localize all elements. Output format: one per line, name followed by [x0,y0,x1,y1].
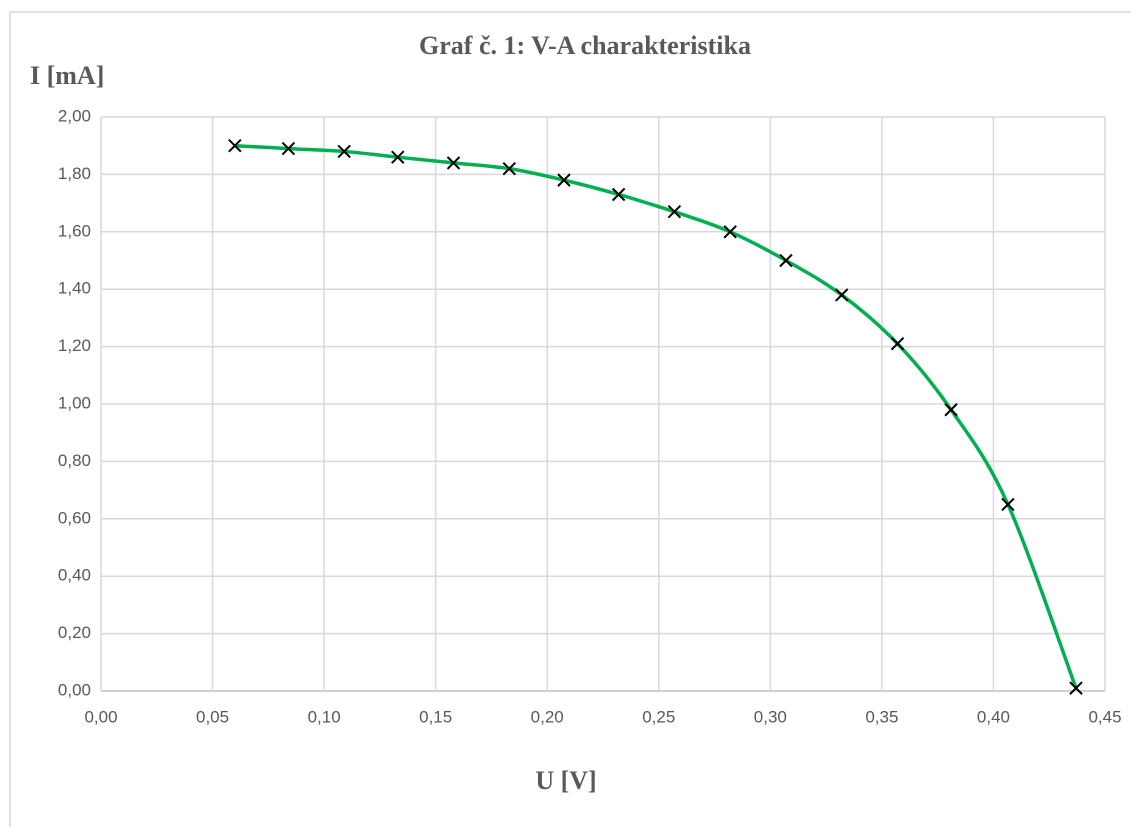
y-tick-label: 1,20 [58,336,91,355]
y-tick-label: 1,40 [58,279,91,298]
marker [944,403,958,417]
x-tick-label: 0,35 [865,707,898,726]
y-tick-label: 0,60 [58,508,91,527]
chart-border [9,11,1131,827]
marker [391,150,405,164]
chart-title: Graf č. 1: V-A charakteristika [419,31,751,60]
y-tick-label: 0,20 [58,623,91,642]
x-tick-label: 0,25 [642,707,675,726]
y-tick-label: 0,80 [58,451,91,470]
marker [446,156,461,170]
marker [890,337,905,351]
y-tick-label: 0,40 [58,566,91,585]
x-tick-label: 0,30 [754,707,787,726]
x-tick-label: 0,20 [531,707,564,726]
marker [667,205,682,219]
x-tick-label: 0,05 [196,707,229,726]
marker [502,161,517,176]
marker [337,144,351,159]
marker [1069,681,1083,695]
series-line [234,143,1078,689]
x-tick-label: 0,40 [977,707,1010,726]
x-tick-label: 0,00 [84,707,117,726]
y-tick-label: 1,80 [58,164,91,183]
marker [723,225,737,239]
x-tick-label: 0,15 [419,707,452,726]
y-tick-label: 1,60 [58,221,91,240]
marker [1001,497,1015,512]
marker [228,138,242,153]
marker [557,173,571,187]
x-tick-label: 0,10 [308,707,341,726]
x-axis-label: U [V] [535,766,596,795]
y-tick-label: 2,00 [58,106,91,125]
marker [835,288,849,302]
y-tick-label: 0,00 [58,680,91,699]
marker [611,187,626,202]
marker [281,141,296,156]
x-tick-label: 0,45 [1088,707,1121,726]
marker [779,253,793,268]
y-axis-label: I [mA] [30,61,104,90]
y-tick-label: 1,00 [58,393,91,412]
